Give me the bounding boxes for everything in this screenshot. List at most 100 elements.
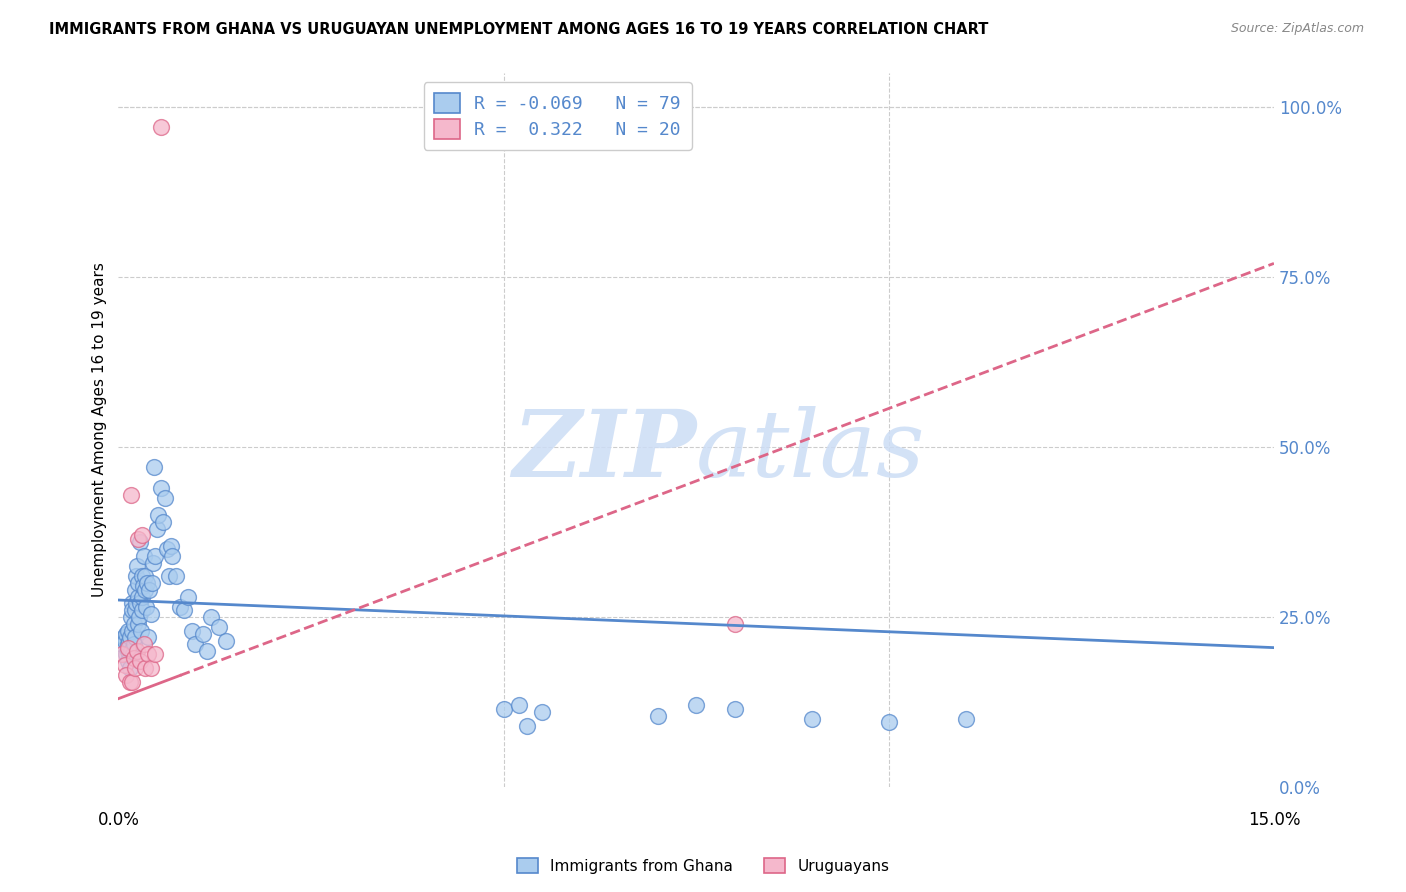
Text: atlas: atlas [696, 407, 925, 497]
Point [800, 712, 823, 726]
Point [139, 607, 162, 621]
Point [131, 590, 153, 604]
Point [125, 644, 148, 658]
Point [128, 610, 150, 624]
Point [184, 637, 207, 651]
Point [127, 532, 149, 546]
Point [121, 674, 143, 689]
Point [132, 579, 155, 593]
Point [136, 631, 159, 645]
Point [112, 631, 135, 645]
Point [685, 698, 707, 713]
Point [114, 657, 136, 672]
Point [145, 549, 167, 563]
Point [131, 569, 153, 583]
Point [134, 582, 156, 597]
Point [139, 661, 162, 675]
Point [125, 569, 148, 583]
Point [118, 631, 141, 645]
Point [142, 460, 165, 475]
Point [153, 491, 176, 505]
Point [162, 549, 184, 563]
Point [127, 616, 149, 631]
Point [134, 569, 156, 583]
Point [724, 616, 747, 631]
Point [148, 508, 170, 522]
Point [647, 708, 669, 723]
Point [152, 515, 174, 529]
Point [149, 120, 172, 135]
Text: IMMIGRANTS FROM GHANA VS URUGUAYAN UNEMPLOYMENT AMONG AGES 16 TO 19 YEARS CORREL: IMMIGRANTS FROM GHANA VS URUGUAYAN UNEMP… [49, 22, 988, 37]
Point [145, 648, 167, 662]
Point [156, 541, 179, 556]
Point [121, 603, 143, 617]
Point [159, 539, 181, 553]
Point [127, 590, 149, 604]
Point [121, 596, 143, 610]
Point [117, 644, 139, 658]
Point [157, 569, 180, 583]
Point [115, 668, 138, 682]
Point [169, 599, 191, 614]
Point [516, 719, 538, 733]
Text: Source: ZipAtlas.com: Source: ZipAtlas.com [1230, 22, 1364, 36]
Point [131, 603, 153, 617]
Point [165, 569, 187, 583]
Point [135, 599, 157, 614]
Point [136, 648, 159, 662]
Point [177, 590, 200, 604]
Point [193, 627, 215, 641]
Point [141, 576, 163, 591]
Point [724, 702, 747, 716]
Point [122, 650, 145, 665]
Point [114, 633, 136, 648]
Point [207, 620, 229, 634]
Point [215, 633, 238, 648]
Text: ZIP: ZIP [512, 407, 696, 497]
Point [127, 576, 149, 591]
Point [955, 712, 977, 726]
Point [117, 624, 139, 638]
Point [134, 661, 156, 675]
Point [149, 481, 172, 495]
Point [131, 528, 153, 542]
Point [118, 633, 141, 648]
Point [117, 637, 139, 651]
Point [136, 576, 159, 591]
Point [121, 624, 143, 638]
Point [120, 610, 142, 624]
Point [877, 715, 900, 730]
Point [138, 582, 160, 597]
Point [129, 535, 152, 549]
Point [115, 648, 138, 662]
Point [118, 674, 141, 689]
Point [508, 698, 530, 713]
Point [129, 624, 152, 638]
Point [124, 631, 146, 645]
Point [132, 637, 155, 651]
Point [122, 637, 145, 651]
Point [129, 654, 152, 668]
Point [125, 559, 148, 574]
Point [146, 522, 169, 536]
Point [200, 610, 222, 624]
Point [122, 616, 145, 631]
Point [120, 488, 142, 502]
Point [117, 654, 139, 668]
Point [173, 603, 195, 617]
Point [195, 644, 218, 658]
Point [118, 661, 141, 675]
Point [124, 661, 146, 675]
Text: 15.0%: 15.0% [1247, 811, 1301, 829]
Point [125, 596, 148, 610]
Point [142, 556, 165, 570]
Point [115, 627, 138, 641]
Point [180, 624, 202, 638]
Point [111, 637, 134, 651]
Legend: R = -0.069   N = 79, R =  0.322   N = 20: R = -0.069 N = 79, R = 0.322 N = 20 [423, 82, 692, 150]
Point [492, 702, 515, 716]
Point [111, 648, 134, 662]
Text: 0.0%: 0.0% [97, 811, 139, 829]
Point [531, 705, 554, 719]
Y-axis label: Unemployment Among Ages 16 to 19 years: Unemployment Among Ages 16 to 19 years [93, 262, 107, 598]
